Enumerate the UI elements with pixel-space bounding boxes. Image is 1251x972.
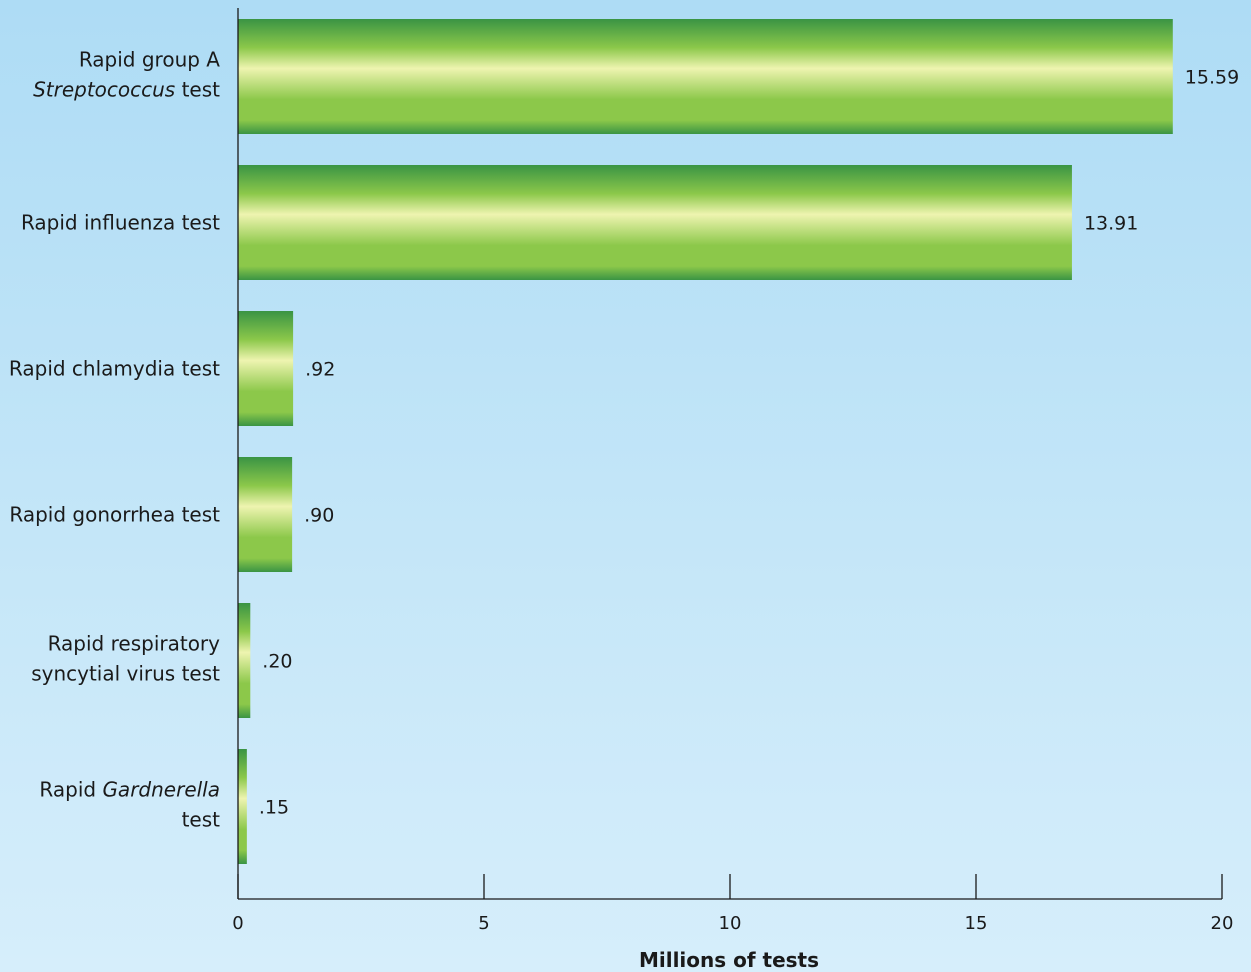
x-tick-label-20: 20 [1211, 913, 1234, 934]
bar-value-label-3: .92 [305, 359, 335, 381]
x-tick-label-5: 5 [478, 913, 489, 934]
category-label-1-line-2: Streptococcus test [33, 78, 220, 102]
bars-group [238, 19, 1173, 864]
bar-2 [238, 165, 1072, 280]
category-labels-group: Rapid group A Streptococcus test Rapid inf… [9, 48, 220, 832]
bar-1 [238, 19, 1173, 134]
bar-value-label-5: .20 [262, 651, 292, 673]
bar-3 [238, 311, 294, 426]
x-axis-title: Millions of tests [639, 948, 819, 972]
category-label-2-line-1: Rapid influenza test [21, 211, 220, 235]
value-labels-group: 15.59 13.91 .92 .90 .20 .15 [259, 67, 1239, 819]
bar-value-label-2: 13.91 [1084, 213, 1138, 235]
x-tick-label-0: 0 [232, 913, 243, 934]
bar-6 [238, 749, 247, 864]
x-tick-label-15: 15 [965, 913, 988, 934]
bar-value-label-1: 15.59 [1185, 67, 1239, 89]
x-ticks-group: 0 5 10 15 20 [232, 874, 1233, 934]
bar-value-label-4: .90 [304, 505, 334, 527]
category-label-6-line-2: test [182, 808, 221, 832]
bar-value-label-6: .15 [259, 797, 289, 819]
category-label-1-line-1: Rapid group A [79, 48, 220, 72]
x-tick-label-10: 10 [719, 913, 742, 934]
category-label-5-line-2: syncytial virus test [31, 662, 220, 686]
bar-5 [238, 603, 251, 718]
bar-4 [238, 457, 293, 572]
category-label-5-line-1: Rapid respiratory [48, 632, 221, 656]
category-label-4-line-1: Rapid gonorrhea test [9, 503, 220, 527]
category-label-6-line-1: Rapid Gardnerella [39, 778, 220, 802]
category-label-3-line-1: Rapid chlamydia test [9, 357, 220, 381]
